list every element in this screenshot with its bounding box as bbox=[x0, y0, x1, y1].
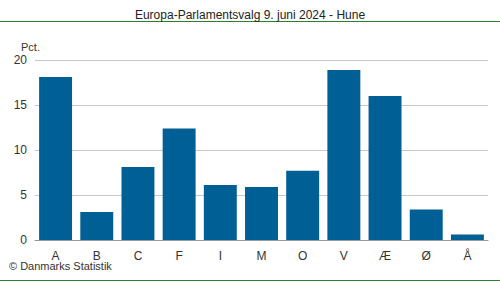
svg-text:V: V bbox=[340, 249, 348, 263]
svg-text:Pct.: Pct. bbox=[21, 41, 40, 53]
svg-text:Æ: Æ bbox=[379, 249, 391, 263]
svg-text:F: F bbox=[175, 249, 182, 263]
svg-text:Ø: Ø bbox=[422, 249, 431, 263]
svg-text:Å: Å bbox=[463, 248, 471, 263]
svg-text:15: 15 bbox=[14, 98, 28, 112]
svg-text:M: M bbox=[257, 249, 267, 263]
svg-text:20: 20 bbox=[14, 53, 28, 67]
svg-text:10: 10 bbox=[14, 143, 28, 157]
svg-text:A: A bbox=[51, 249, 60, 263]
svg-text:I: I bbox=[219, 249, 222, 263]
svg-text:B: B bbox=[92, 249, 101, 263]
svg-text:© Danmarks Statistik: © Danmarks Statistik bbox=[9, 260, 112, 272]
svg-text:O: O bbox=[298, 249, 307, 263]
svg-text:Europa-Parlamentsvalg 9. juni: Europa-Parlamentsvalg 9. juni 2024 - Hun… bbox=[135, 8, 365, 22]
svg-text:0: 0 bbox=[20, 233, 27, 247]
svg-text:5: 5 bbox=[20, 188, 27, 202]
svg-text:C: C bbox=[134, 249, 143, 263]
